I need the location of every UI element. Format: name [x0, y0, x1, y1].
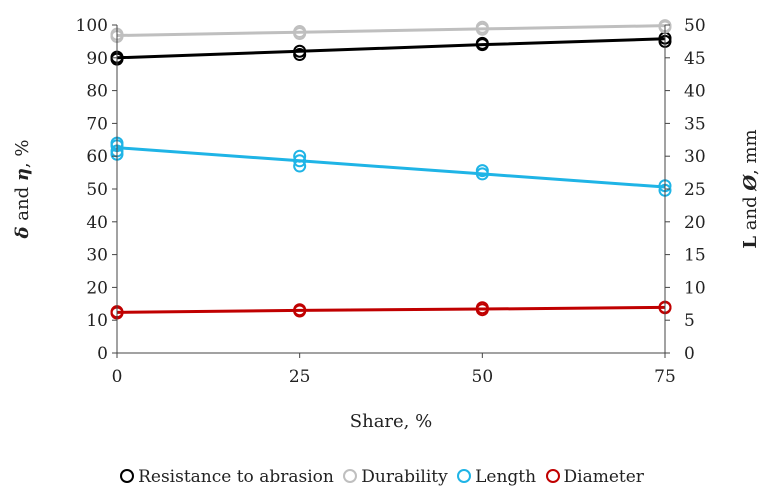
y-left-tick-label: 0 — [97, 344, 108, 364]
series-line-diameter — [116, 305, 666, 314]
y-right-symbol-phi: Ø — [740, 174, 761, 192]
y-left-unit: , % — [12, 140, 33, 169]
y-right-and: and — [740, 191, 761, 236]
x-tick-label: 75 — [654, 367, 676, 387]
legend-label-resistance: Resistance to abrasion — [138, 467, 334, 487]
y-right-tick-label: 0 — [684, 344, 695, 364]
y-left-tick-label: 10 — [86, 311, 108, 331]
series-length — [110, 136, 672, 197]
legend-marker-diameter — [545, 469, 560, 483]
y-left-tick-label: 60 — [86, 147, 108, 167]
legend-marker-length — [457, 469, 472, 483]
y-left-symbol-eta: η — [12, 168, 33, 181]
series-diameter — [110, 300, 672, 320]
y-right-axis-title: L and Ø, mm — [740, 129, 761, 248]
legend-item-resistance: Resistance to abrasion — [120, 467, 334, 487]
series-line-durability — [116, 24, 666, 37]
legend-marker-resistance — [120, 469, 135, 483]
legend-marker-durability — [343, 469, 358, 483]
y-right-tick-label: 15 — [684, 246, 706, 266]
y-left-axis-title: δ and η, % — [12, 140, 33, 240]
y-left-tick-label: 100 — [76, 16, 108, 36]
legend-label-durability: Durability — [361, 467, 448, 487]
y-right-tick-label: 25 — [684, 180, 706, 200]
y-right-tick-label: 5 — [684, 311, 695, 331]
y-right-unit: , mm — [740, 129, 761, 175]
legend-item-length: Length — [457, 467, 536, 487]
y-left-tick-label: 30 — [86, 246, 108, 266]
y-left-symbol-delta: δ — [12, 226, 33, 239]
y-right-tick-label: 10 — [684, 278, 706, 298]
y-right-tick-label: 50 — [684, 16, 706, 36]
y-left-tick-label: 20 — [86, 278, 108, 298]
x-tick-label: 50 — [472, 367, 494, 387]
y-left-tick-label: 70 — [86, 114, 108, 134]
data-point-length — [293, 149, 307, 163]
y-right-tick-label: 20 — [684, 213, 706, 233]
series-line-resistance-to-abrasion — [116, 37, 666, 60]
y-right-symbol-l: L — [740, 236, 761, 249]
y-left-tick-label: 80 — [86, 82, 108, 102]
y-right-tick-label: 30 — [684, 147, 706, 167]
legend-item-diameter: Diameter — [545, 467, 644, 487]
y-right-tick-label: 45 — [684, 49, 706, 69]
data-point-durability — [293, 25, 307, 39]
y-left-tick-label: 40 — [86, 213, 108, 233]
series-line-length — [116, 146, 666, 189]
x-axis-title: Share, % — [350, 411, 432, 432]
data-point-diameter — [475, 301, 489, 315]
data-point-durability — [475, 20, 489, 34]
x-tick-label: 25 — [289, 367, 311, 387]
series-resistance-to-abrasion — [110, 31, 672, 66]
data-point-resistance-to-abrasion — [293, 44, 307, 58]
y-left-and: and — [12, 181, 33, 226]
y-left-tick-label: 90 — [86, 49, 108, 69]
legend: Resistance to abrasion Durability Length… — [0, 467, 764, 487]
y-right-tick-label: 40 — [684, 82, 706, 102]
axes-layer — [116, 25, 666, 354]
legend-item-durability: Durability — [343, 467, 448, 487]
data-point-resistance-to-abrasion — [475, 36, 489, 50]
legend-label-length: Length — [475, 467, 537, 487]
legend-label-diameter: Diameter — [563, 467, 644, 487]
data-point-diameter — [293, 303, 307, 317]
x-tick-label: 0 — [112, 367, 123, 387]
data-point-length — [475, 164, 489, 178]
ticks-layer: 0 10 20 30 40 50 60 70 80 90 100 0 5 10 15 20 25 30 35 40 45… — [76, 16, 706, 387]
data-point-length — [293, 159, 307, 173]
series-durability — [110, 19, 672, 43]
y-right-tick-label: 35 — [684, 114, 706, 134]
data-point-length — [293, 154, 307, 168]
y-left-tick-label: 50 — [86, 180, 108, 200]
plot-layer — [110, 19, 672, 320]
